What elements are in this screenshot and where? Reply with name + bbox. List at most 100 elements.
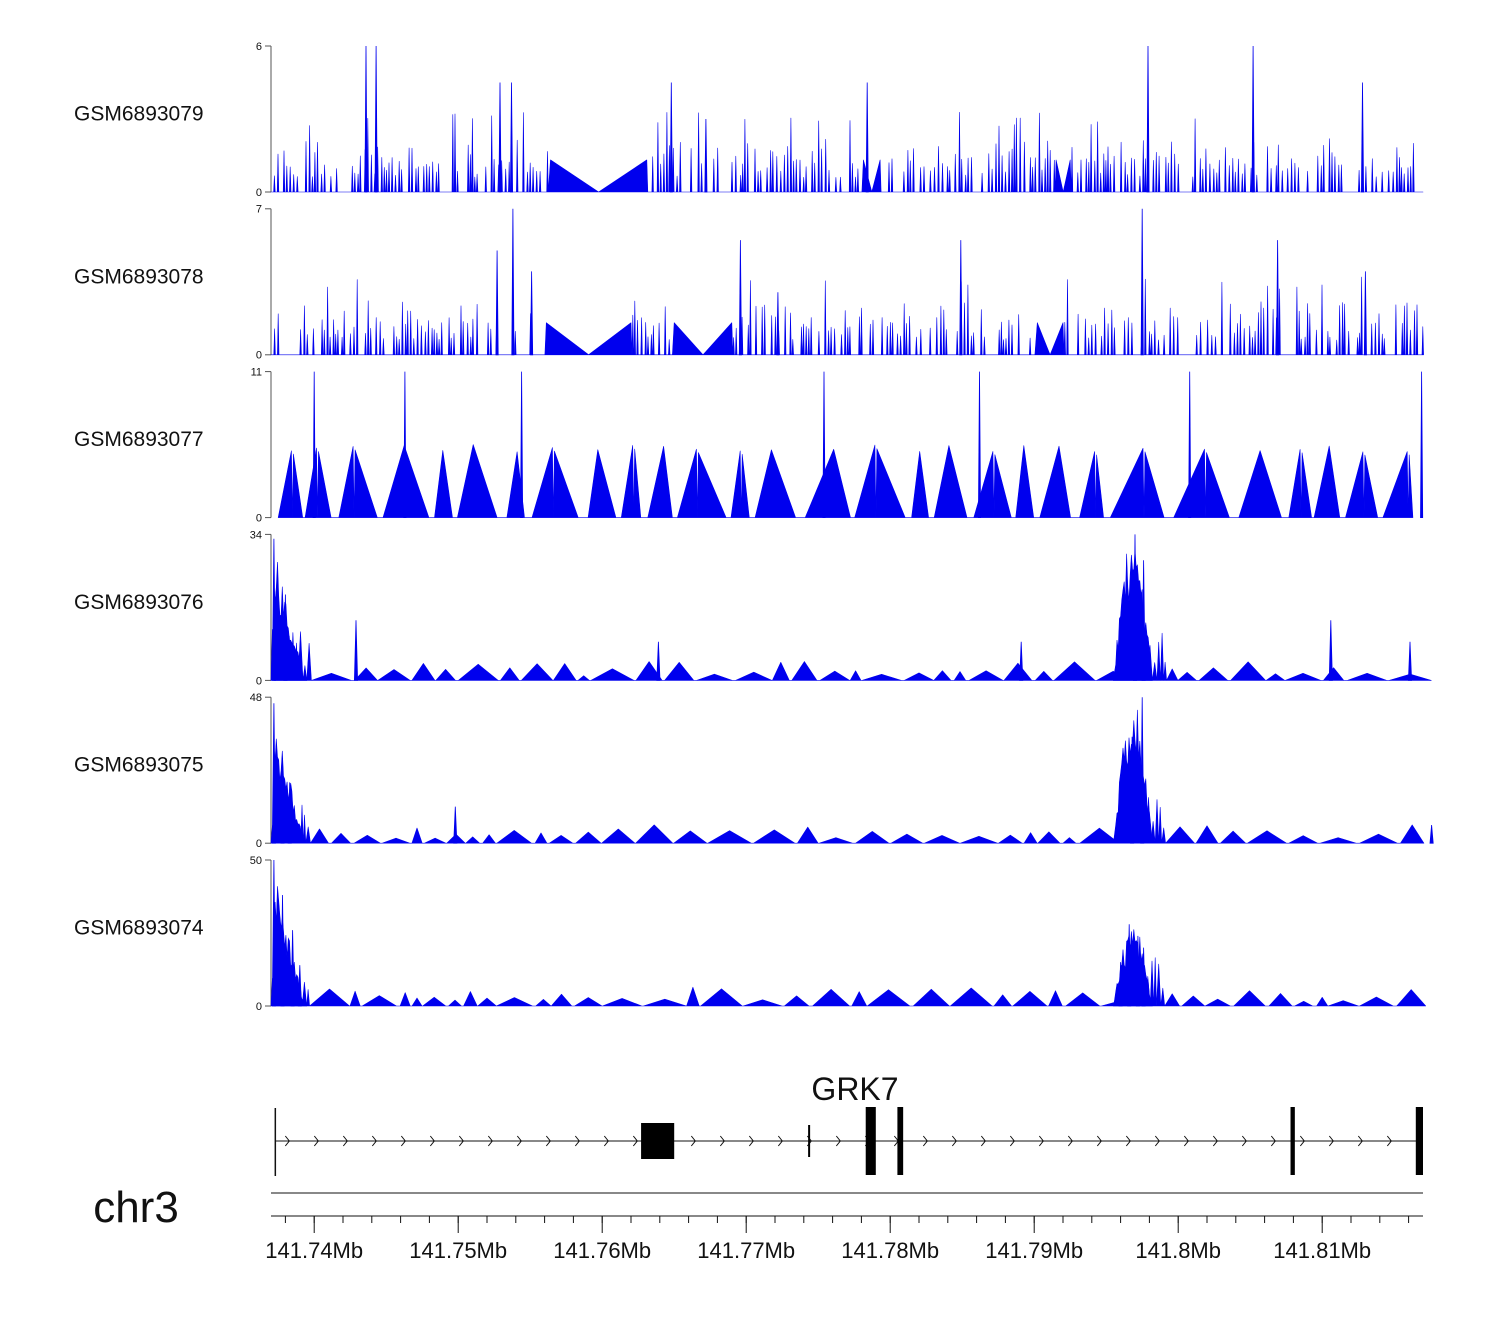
coverage-peak bbox=[1140, 208, 1144, 356]
strand-arrow bbox=[951, 1135, 957, 1147]
coverage-peak bbox=[1251, 45, 1255, 193]
strand-arrow bbox=[690, 1135, 696, 1147]
strand-arrow bbox=[922, 1135, 928, 1147]
strand-arrow bbox=[1096, 1135, 1102, 1147]
strand-arrow bbox=[313, 1135, 319, 1147]
y-min-label: 0 bbox=[256, 187, 262, 199]
strand-arrow bbox=[342, 1135, 348, 1147]
axis-tick-label: 141.8Mb bbox=[1135, 1238, 1221, 1263]
y-max-label: 50 bbox=[250, 855, 262, 867]
strand-arrow bbox=[1067, 1135, 1073, 1147]
axis-tick-label: 141.75Mb bbox=[409, 1238, 507, 1263]
strand-arrow bbox=[1183, 1135, 1189, 1147]
gene-exon bbox=[1290, 1107, 1295, 1175]
coverage-peak bbox=[656, 641, 661, 681]
gene-name: GRK7 bbox=[811, 1071, 898, 1107]
gene-exon bbox=[865, 1107, 876, 1175]
strand-arrow bbox=[603, 1135, 609, 1147]
strand-arrow bbox=[458, 1135, 464, 1147]
strand-arrow bbox=[748, 1135, 754, 1147]
coverage-peak bbox=[977, 371, 982, 518]
track-name: GSM6893079 bbox=[74, 103, 204, 126]
strand-arrow bbox=[1386, 1135, 1392, 1147]
strand-arrow bbox=[429, 1135, 435, 1147]
track-GSM6893079: GSM6893079 6 0 bbox=[74, 41, 1424, 199]
coverage-peak bbox=[1407, 641, 1413, 681]
coverage-peak bbox=[374, 45, 378, 193]
coverage-peak bbox=[312, 371, 316, 518]
coverage-peak bbox=[959, 240, 963, 356]
coverage-peak bbox=[1420, 371, 1424, 518]
axis-tick-label: 141.76Mb bbox=[553, 1238, 651, 1263]
coverage-peak bbox=[511, 208, 515, 356]
strand-arrow bbox=[835, 1135, 841, 1147]
coverage-peak bbox=[364, 45, 368, 193]
coverage-peak bbox=[1363, 271, 1367, 356]
gene-exon bbox=[897, 1107, 904, 1175]
coverage-peak-region bbox=[1113, 929, 1153, 1007]
gene-exon bbox=[1415, 1107, 1423, 1175]
coverage-peak bbox=[453, 806, 458, 844]
coverage-peak bbox=[1328, 620, 1333, 681]
coverage-peak bbox=[1188, 371, 1192, 518]
coverage-peak bbox=[865, 82, 869, 193]
coverage-peak bbox=[498, 82, 502, 193]
axis-tick-label: 141.81Mb bbox=[1273, 1238, 1371, 1263]
strand-arrow bbox=[719, 1135, 725, 1147]
y-max-label: 6 bbox=[256, 41, 262, 53]
coverage-peak bbox=[530, 271, 534, 356]
strand-arrow bbox=[1212, 1135, 1218, 1147]
strand-arrow bbox=[400, 1135, 406, 1147]
y-min-label: 0 bbox=[256, 1001, 262, 1013]
strand-arrow bbox=[1125, 1135, 1131, 1147]
track-GSM6893077: GSM6893077 11 0 bbox=[74, 367, 1424, 525]
coverage-peak bbox=[520, 371, 524, 518]
y-max-label: 11 bbox=[251, 367, 262, 379]
y-max-label: 7 bbox=[256, 204, 262, 216]
coverage-peak bbox=[1429, 824, 1434, 844]
y-min-label: 0 bbox=[256, 350, 262, 362]
coverage-peak bbox=[704, 118, 708, 193]
coverage-peak bbox=[353, 620, 359, 681]
y-min-label: 0 bbox=[256, 675, 262, 687]
coverage-peak-region bbox=[273, 886, 307, 1007]
y-min-label: 0 bbox=[256, 513, 262, 525]
gene-exon bbox=[808, 1125, 811, 1157]
coverage-peak bbox=[495, 250, 499, 356]
coverage-area bbox=[270, 957, 1426, 1007]
track-GSM6893075: GSM6893075 48 0 bbox=[74, 692, 1434, 850]
coverage-area bbox=[270, 276, 1424, 356]
strand-arrow bbox=[574, 1135, 580, 1147]
strand-arrow bbox=[545, 1135, 551, 1147]
track-GSM6893078: GSM6893078 7 0 bbox=[74, 204, 1424, 362]
track-name: GSM6893075 bbox=[74, 754, 204, 777]
coverage-peak-region bbox=[273, 738, 307, 844]
genome-axis: chr3 141.74Mb 141.75Mb 141.76Mb 141.77Mb 141.… bbox=[93, 1183, 1423, 1263]
strand-arrow bbox=[1357, 1135, 1363, 1147]
strand-arrow bbox=[516, 1135, 522, 1147]
chromosome-label: chr3 bbox=[93, 1183, 179, 1232]
axis-tick-label: 141.79Mb bbox=[985, 1238, 1083, 1263]
strand-arrow bbox=[371, 1135, 377, 1147]
coverage-area bbox=[270, 112, 1424, 193]
coverage-area bbox=[270, 629, 1432, 681]
coverage-peak bbox=[776, 292, 780, 356]
axis-tick-label: 141.78Mb bbox=[841, 1238, 939, 1263]
coverage-peak-region bbox=[1113, 709, 1153, 844]
y-max-label: 34 bbox=[250, 529, 262, 541]
strand-arrow bbox=[777, 1135, 783, 1147]
coverage-peak bbox=[1019, 641, 1024, 681]
coverage-peak bbox=[822, 371, 826, 518]
track-name: GSM6893077 bbox=[74, 428, 204, 451]
track-name: GSM6893074 bbox=[74, 917, 204, 940]
strand-arrow bbox=[632, 1135, 638, 1147]
coverage-peak bbox=[403, 371, 407, 518]
coverage-peak bbox=[1146, 45, 1150, 193]
gene-exon bbox=[641, 1123, 675, 1159]
axis-tick-label: 141.77Mb bbox=[697, 1238, 795, 1263]
track-GSM6893076: GSM6893076 34 0 bbox=[74, 529, 1432, 687]
strand-arrow bbox=[1299, 1135, 1305, 1147]
strand-arrow bbox=[1270, 1135, 1276, 1147]
coverage-peak bbox=[509, 82, 514, 193]
